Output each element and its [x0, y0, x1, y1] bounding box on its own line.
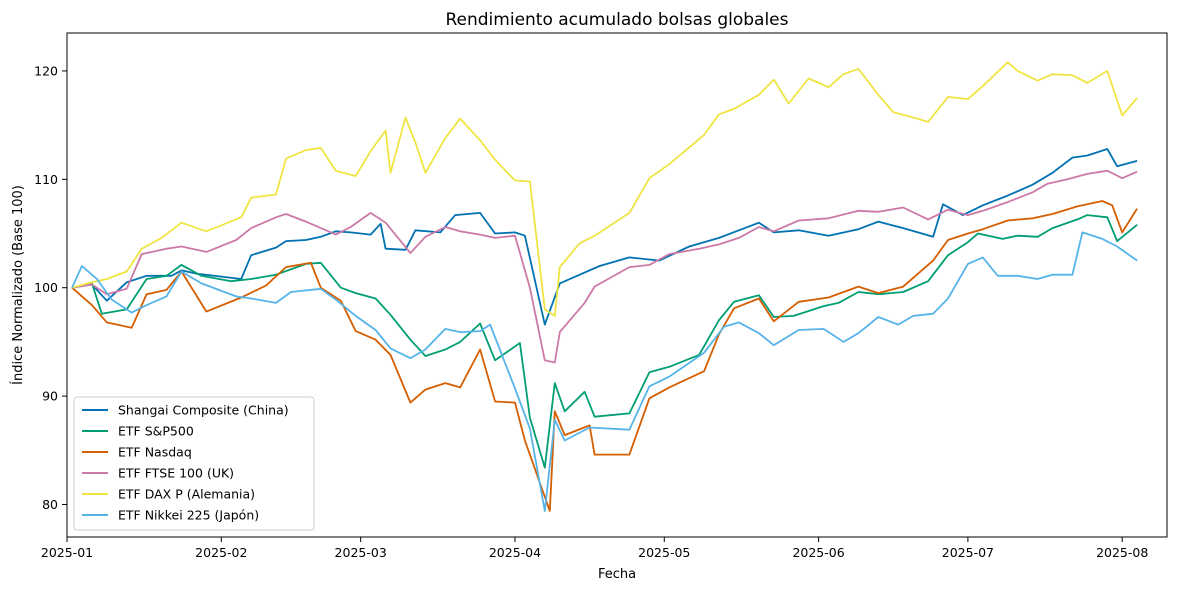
plot-frame	[66, 32, 1168, 538]
y-tick-label: 120	[34, 63, 58, 78]
x-tick-label: 2025-04	[489, 545, 541, 560]
x-tick-label: 2025-05	[638, 545, 690, 560]
x-tick-label: 2025-07	[942, 545, 994, 560]
x-axis-label: Fecha	[598, 567, 636, 582]
legend-label: ETF S&P500	[118, 424, 194, 439]
plot-area	[71, 61, 1138, 512]
legend-box	[73, 396, 315, 531]
x-tick-label: 2025-08	[1096, 545, 1148, 560]
series-line-3	[71, 200, 1138, 512]
y-tick-label: 110	[34, 172, 58, 187]
series-line-6	[71, 231, 1138, 512]
legend-label: ETF FTSE 100 (UK)	[118, 466, 234, 481]
series-line-4	[71, 169, 1138, 364]
chart-title: Rendimiento acumulado bolsas globales	[445, 10, 788, 30]
legend-label: ETF DAX P (Alemania)	[118, 487, 255, 502]
y-tick-label: 80	[42, 497, 58, 512]
legend: Shangai Composite (China) ETF S&P500 ETF N…	[73, 396, 315, 531]
x-tick-label: 2025-01	[41, 545, 93, 560]
x-tick-label: 2025-06	[792, 545, 844, 560]
y-axis: 80 90 100 110 120	[34, 63, 67, 512]
legend-label: Shangai Composite (China)	[118, 403, 289, 418]
y-tick-label: 90	[42, 389, 58, 404]
series-line-2	[71, 214, 1138, 469]
legend-label: ETF Nasdaq	[118, 445, 192, 460]
x-tick-label: 2025-03	[335, 545, 387, 560]
legend-label: ETF Nikkei 225 (Japón)	[118, 508, 259, 523]
series-line-1	[71, 148, 1138, 326]
x-tick-label: 2025-02	[195, 545, 247, 560]
y-axis-label: Índice Normalizado (Base 100)	[10, 185, 26, 385]
series-line-5	[71, 61, 1138, 317]
y-tick-label: 100	[34, 280, 58, 295]
x-axis: 2025-01 2025-02 2025-03 2025-04 2025-05 2025-…	[41, 537, 1148, 560]
